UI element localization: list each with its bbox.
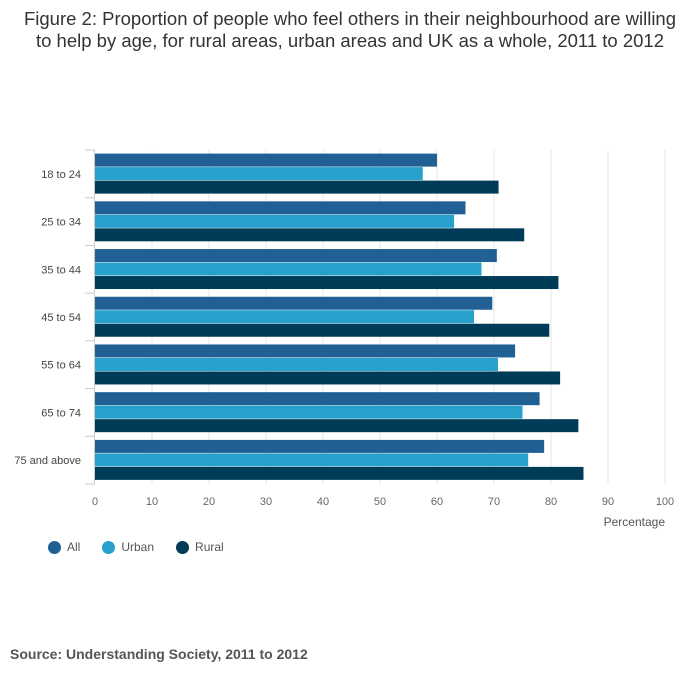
x-tick-label-10: 10 xyxy=(146,496,158,508)
x-tick-label-50: 50 xyxy=(374,496,386,508)
y-tick-label-2: 35 to 44 xyxy=(41,264,81,276)
bar-urban-3 xyxy=(95,310,475,324)
bar-all-0 xyxy=(95,153,437,167)
bar-urban-1 xyxy=(95,214,455,228)
bar-all-6 xyxy=(95,439,545,453)
y-tick-label-6: 75 and above xyxy=(14,455,81,467)
bar-urban-4 xyxy=(95,357,498,371)
x-tick-label-70: 70 xyxy=(488,496,500,508)
x-tick-label-20: 20 xyxy=(203,496,215,508)
x-tick-label-80: 80 xyxy=(545,496,557,508)
x-tick-label-60: 60 xyxy=(431,496,443,508)
legend-swatch-all xyxy=(48,540,61,554)
x-tick-label-90: 90 xyxy=(602,496,614,508)
x-tick-label-40: 40 xyxy=(317,496,329,508)
bar-urban-5 xyxy=(95,405,523,419)
y-tick-label-4: 55 to 64 xyxy=(41,360,81,372)
legend-label-all: All xyxy=(67,540,81,554)
axes: 0 10 20 30 40 50 60 70 80 90 100 18 to 24 25 to 34 35… xyxy=(14,149,674,529)
bar-rural-0 xyxy=(95,180,499,194)
legend-swatch-rural xyxy=(176,540,190,554)
x-axis-title: Percentage xyxy=(604,515,666,529)
legend-label-urban: Urban xyxy=(121,540,155,554)
y-tick-label-1: 25 to 34 xyxy=(41,217,81,229)
y-tick-label-0: 18 to 24 xyxy=(41,169,81,181)
bar-rural-3 xyxy=(95,323,550,337)
source-note: Source: Understanding Society, 2011 to 2… xyxy=(10,646,308,662)
bar-all-5 xyxy=(95,392,540,406)
bars xyxy=(95,153,584,480)
bar-urban-2 xyxy=(95,262,482,276)
bar-all-1 xyxy=(95,201,466,215)
y-tick-label-3: 45 to 54 xyxy=(41,312,81,324)
y-tick-label-5: 65 to 74 xyxy=(41,407,81,419)
bar-urban-6 xyxy=(95,453,529,467)
bar-rural-6 xyxy=(95,466,584,480)
bar-rural-2 xyxy=(95,276,559,290)
chart-title: Figure 2: Proportion of people who feel … xyxy=(23,8,677,51)
x-tick-label-0: 0 xyxy=(92,496,98,508)
x-tick-label-30: 30 xyxy=(260,496,272,508)
bar-rural-5 xyxy=(95,419,579,433)
legend-item-all: All xyxy=(48,540,80,554)
legend-item-urban: Urban xyxy=(102,540,154,554)
legend-swatch-urban xyxy=(102,540,116,554)
legend: All Urban Rural xyxy=(48,540,224,554)
bar-all-2 xyxy=(95,249,497,263)
bar-chart: 0 10 20 30 40 50 60 70 80 90 100 18 to 24 25 to 34 35… xyxy=(14,149,674,529)
legend-item-rural: Rural xyxy=(176,540,224,554)
bar-urban-0 xyxy=(95,167,423,181)
x-tick-label-100: 100 xyxy=(656,496,674,508)
bar-rural-1 xyxy=(95,228,525,242)
bar-all-3 xyxy=(95,296,493,310)
legend-label-rural: Rural xyxy=(195,540,224,554)
bar-rural-4 xyxy=(95,371,561,385)
bar-all-4 xyxy=(95,344,516,358)
